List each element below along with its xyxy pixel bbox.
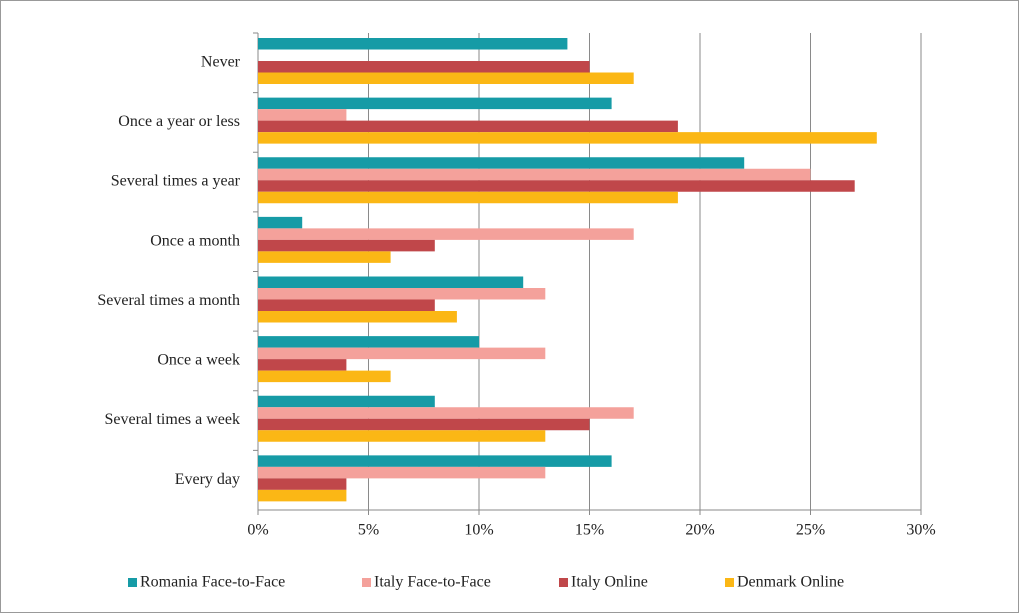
y-tick-label: Never — [201, 53, 241, 70]
legend-swatch — [559, 578, 568, 587]
bar — [258, 407, 634, 419]
bar — [258, 72, 634, 84]
bar — [258, 336, 479, 348]
x-tick-label: 15% — [575, 522, 604, 539]
legend-label: Italy Face-to-Face — [374, 574, 491, 591]
bar — [258, 97, 612, 110]
y-tick-label: Every day — [175, 471, 240, 488]
x-tick-label: 30% — [906, 522, 935, 539]
bar — [258, 180, 855, 192]
bar — [258, 109, 347, 121]
y-tick-label: Once a month — [150, 232, 240, 249]
bar — [258, 132, 877, 144]
x-tick-label: 20% — [685, 522, 714, 539]
bar — [258, 168, 811, 181]
legend-swatch — [725, 578, 734, 587]
legend-label: Denmark Online — [737, 574, 844, 591]
bar — [258, 288, 546, 300]
y-tick-label: Several times a month — [97, 292, 240, 309]
bar — [258, 466, 546, 479]
bar — [258, 478, 347, 490]
x-tick-label: 25% — [796, 522, 825, 539]
bar — [258, 228, 634, 240]
legend-swatch — [362, 578, 371, 587]
bar — [258, 299, 435, 311]
legend-swatch — [128, 578, 137, 587]
bar — [258, 38, 568, 50]
bar — [258, 489, 347, 502]
bar — [258, 61, 590, 73]
bar — [258, 311, 457, 323]
bar — [258, 191, 678, 204]
bar — [258, 418, 590, 431]
bar — [258, 430, 546, 442]
y-tick-label: Once a week — [157, 352, 240, 369]
bar — [258, 157, 745, 169]
x-tick-label: 0% — [247, 522, 268, 539]
bar — [258, 251, 391, 263]
bar — [258, 395, 435, 408]
legend-label: Romania Face-to-Face — [140, 574, 285, 591]
bar — [258, 276, 524, 288]
x-tick-label: 5% — [358, 522, 379, 539]
y-tick-label: Several times a year — [111, 173, 241, 190]
bar — [258, 120, 678, 133]
y-tick-label: Once a year or less — [118, 113, 240, 130]
bar — [258, 216, 303, 229]
bar — [258, 239, 435, 252]
legend-label: Italy Online — [571, 574, 648, 591]
y-tick-label: Several times a week — [105, 411, 241, 428]
x-tick-label: 10% — [464, 522, 493, 539]
bar — [258, 455, 612, 467]
bar — [258, 359, 347, 371]
bar — [258, 347, 546, 360]
bar — [258, 370, 391, 383]
